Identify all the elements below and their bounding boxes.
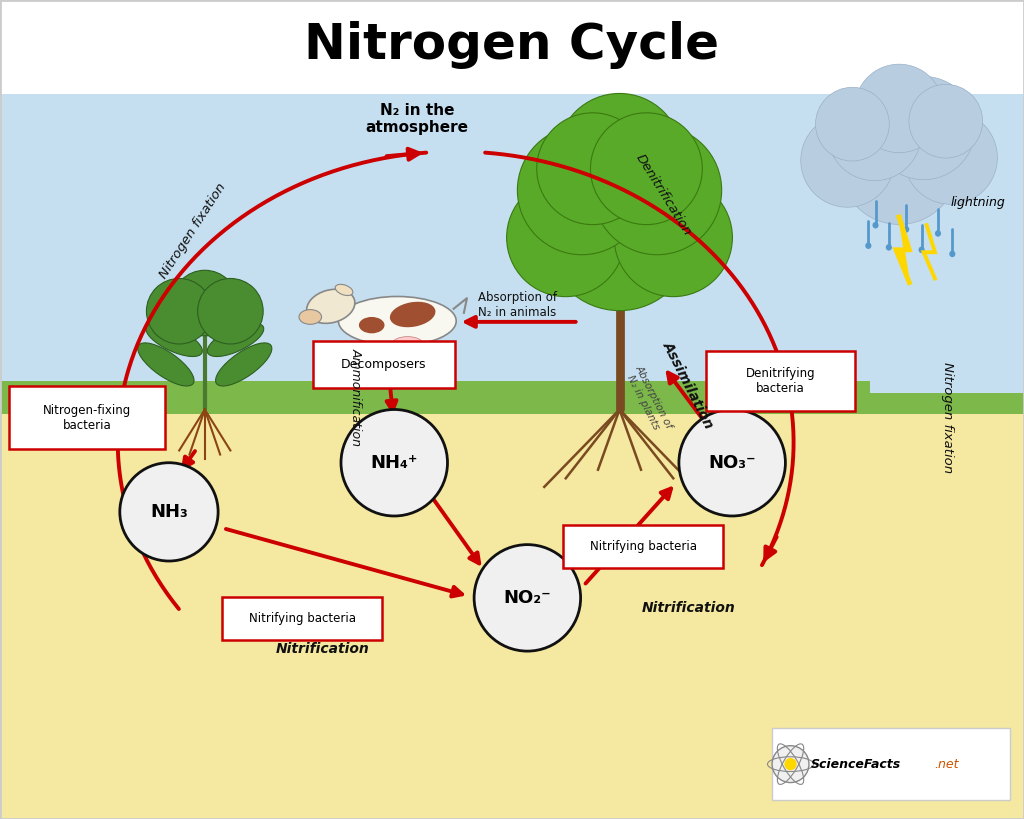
FancyBboxPatch shape [706,351,855,410]
Ellipse shape [392,337,423,351]
Ellipse shape [338,296,457,346]
Text: Ammonification: Ammonification [350,348,362,446]
Text: Nitrifying bacteria: Nitrifying bacteria [590,540,696,553]
Text: NO₃⁻: NO₃⁻ [709,454,756,472]
Text: Nitrification: Nitrification [275,641,370,656]
Ellipse shape [157,307,212,332]
Bar [0,94,1024,401]
Circle shape [801,114,894,207]
Circle shape [557,93,682,218]
Ellipse shape [335,284,353,296]
Circle shape [474,545,581,651]
Text: Denitrification: Denitrification [633,152,694,238]
FancyBboxPatch shape [313,342,455,387]
Text: Absorption of
N₂ in animals: Absorption of N₂ in animals [477,291,557,319]
Ellipse shape [872,222,879,229]
Circle shape [537,113,648,224]
Text: Nitrogen Cycle: Nitrogen Cycle [304,21,720,69]
Text: Assimilation: Assimilation [660,339,716,431]
Ellipse shape [207,324,264,356]
Text: NO₂⁻: NO₂⁻ [504,589,551,607]
Ellipse shape [935,230,941,237]
Ellipse shape [886,244,892,251]
Text: NH₄⁺: NH₄⁺ [371,454,418,472]
Ellipse shape [949,251,955,257]
Circle shape [517,125,646,255]
Circle shape [904,111,997,204]
Bar [0,0,1024,94]
Text: lightning: lightning [950,196,1006,209]
Circle shape [120,463,218,561]
Ellipse shape [865,242,871,249]
Ellipse shape [216,343,271,386]
Ellipse shape [390,301,435,328]
Circle shape [593,125,722,255]
Bar [870,393,1024,414]
Circle shape [146,278,212,344]
Circle shape [547,165,692,310]
Circle shape [172,270,238,336]
FancyBboxPatch shape [772,728,1010,799]
Ellipse shape [198,307,253,332]
Ellipse shape [145,324,203,356]
Ellipse shape [299,310,322,324]
Text: Nitrogen-fixing
bacteria: Nitrogen-fixing bacteria [43,404,131,432]
Ellipse shape [138,343,194,386]
Text: Absorption of
N₂ in plants: Absorption of N₂ in plants [623,364,674,436]
Bar [0,401,1024,819]
Ellipse shape [903,226,909,233]
FancyBboxPatch shape [9,387,165,449]
Text: Nitrogen fixation: Nitrogen fixation [157,181,228,281]
Text: Decomposers: Decomposers [341,358,427,371]
Ellipse shape [306,289,355,324]
Circle shape [679,410,785,516]
Circle shape [507,179,625,296]
Circle shape [198,278,263,344]
Text: ScienceFacts: ScienceFacts [811,758,901,771]
Circle shape [872,76,975,179]
Circle shape [827,88,922,181]
Circle shape [614,179,732,296]
Polygon shape [896,217,909,283]
Text: Nitrogen fixation: Nitrogen fixation [941,362,953,473]
Circle shape [772,745,809,783]
Circle shape [341,410,447,516]
Text: NH₃: NH₃ [151,503,187,521]
Circle shape [840,106,958,224]
Circle shape [909,84,983,158]
Circle shape [784,758,797,771]
Ellipse shape [358,317,385,333]
FancyBboxPatch shape [563,525,723,568]
Text: Nitrification: Nitrification [641,600,735,615]
Circle shape [855,64,943,152]
Text: N₂ in the
atmosphere: N₂ in the atmosphere [366,102,468,135]
Circle shape [591,113,702,224]
Circle shape [815,88,889,161]
Text: Nitrifying bacteria: Nitrifying bacteria [249,612,355,625]
FancyBboxPatch shape [222,597,382,640]
Text: Denitrifying
bacteria: Denitrifying bacteria [745,367,815,395]
Bar [0,381,870,414]
Ellipse shape [919,247,925,253]
Text: .net: .net [934,758,958,771]
